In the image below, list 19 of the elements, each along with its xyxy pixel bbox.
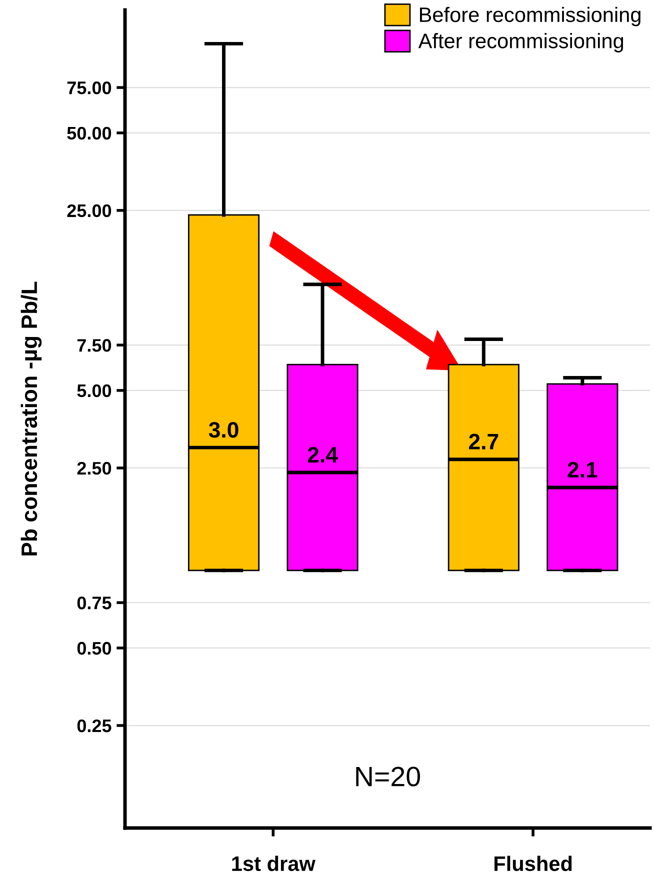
y-tick-label: 2.50 [77, 462, 112, 475]
y-tick-label: 0.50 [77, 642, 112, 655]
y-tick-label: 0.75 [77, 596, 112, 610]
legend-label: Before recommissioning [420, 6, 640, 26]
legend-label: After recommissioning [418, 33, 624, 52]
x-tick-label: Flushed [494, 856, 572, 872]
text: 2.1 [568, 462, 598, 478]
y-tick-label: 25.00 [67, 204, 112, 218]
x-tick-label: 1st draw [232, 856, 316, 872]
text: 2.4 [308, 446, 338, 462]
y-tick-label: 0.25 [77, 719, 112, 732]
text: 2.7 [468, 434, 498, 450]
y-tick-label: 5.00 [77, 384, 112, 398]
text: 3.0 [208, 422, 238, 438]
y-axis-title: Pb concentration -µg Pb/L [20, 282, 42, 556]
y-tick-label: 75.00 [67, 81, 112, 94]
annotation: N=20 [356, 766, 420, 786]
y-tick-label: 7.50 [77, 339, 112, 352]
y-tick-label: 50.00 [67, 126, 112, 140]
